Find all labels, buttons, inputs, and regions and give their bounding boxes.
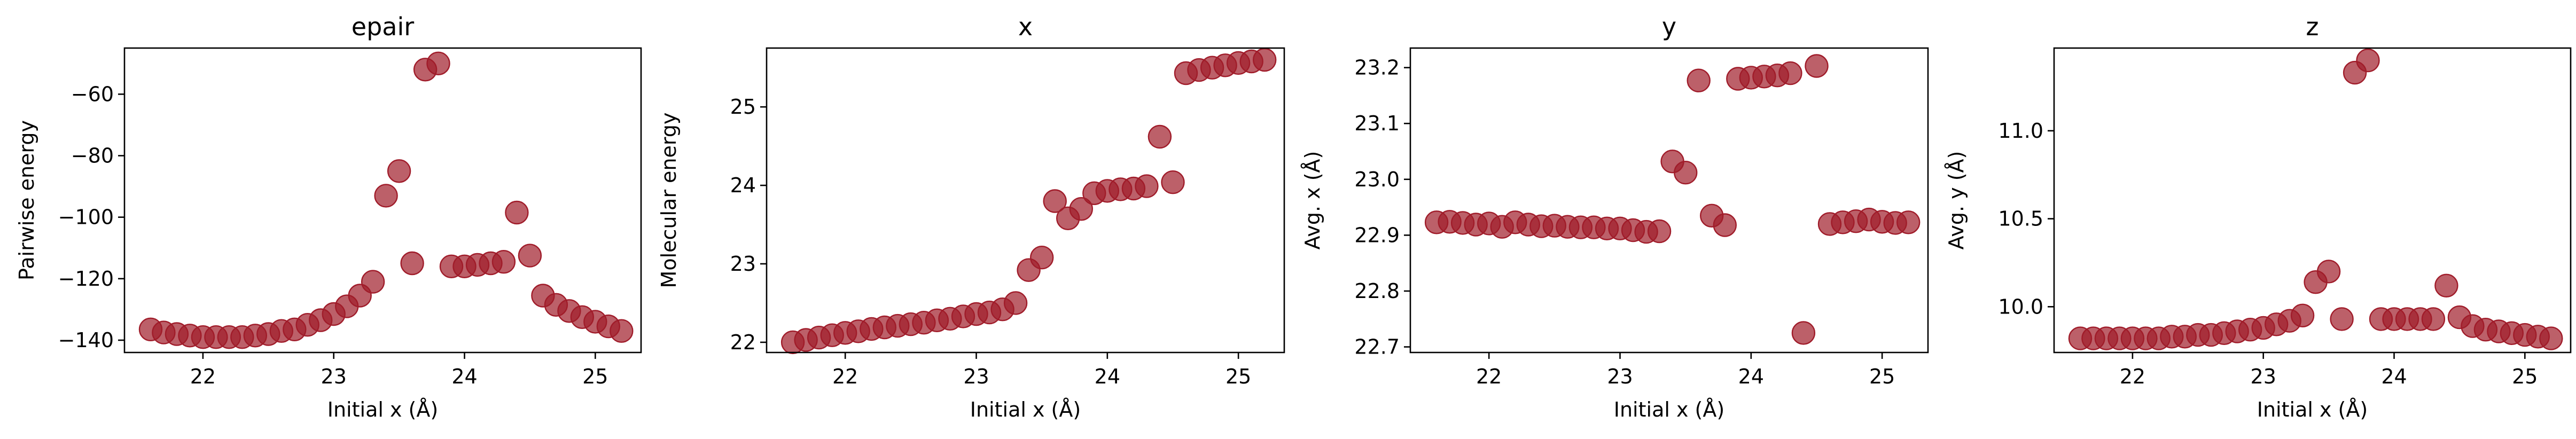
x-tick-label: 22	[2120, 365, 2145, 388]
y-tick-label: 10.5	[1998, 207, 2043, 231]
y-tick-label: 24	[730, 174, 756, 197]
y-tick-label: 23	[730, 252, 756, 276]
x-tick-label: 22	[1476, 365, 1502, 388]
data-point	[1043, 189, 1067, 213]
x-tick-label: 25	[1225, 365, 1251, 388]
x-tick-label: 25	[1869, 365, 1895, 388]
y-tick-label: 25	[730, 95, 756, 119]
y-tick-label: 22.9	[1354, 223, 1400, 247]
x-tick-label: 23	[1607, 365, 1633, 388]
x-tick-label: 23	[321, 365, 347, 388]
data-point	[2539, 326, 2563, 350]
data-point	[1896, 210, 1921, 234]
data-point	[2330, 307, 2354, 331]
data-points	[138, 51, 634, 349]
data-point	[1003, 291, 1028, 315]
y-axis-label: Molecular energy	[657, 113, 681, 288]
data-point	[1029, 246, 1054, 270]
x-tick-label: 24	[1738, 365, 1764, 388]
data-point	[1148, 124, 1172, 149]
data-point	[1791, 321, 1816, 345]
x-tick-label: 25	[2512, 365, 2538, 388]
x-tick-label: 24	[2381, 365, 2407, 388]
y-tick-label: 22.8	[1354, 279, 1400, 303]
data-point	[1161, 170, 1185, 194]
panel-3: 22 23 24 25 22.7 22.8 22.9 23.0 23.1 23.2 y Initial…	[1301, 12, 1929, 421]
data-point	[1673, 161, 1698, 185]
x-tick-label: 25	[582, 365, 608, 388]
data-point	[491, 250, 516, 274]
panel-title: epair	[352, 12, 414, 41]
x-tick-label: 22	[832, 365, 858, 388]
data-point	[400, 251, 424, 276]
y-tick-label: −80	[71, 144, 114, 168]
y-axis-label: Pairwise energy	[15, 120, 38, 280]
data-point	[2434, 273, 2458, 297]
data-point	[2290, 303, 2315, 327]
data-point	[505, 200, 529, 225]
data-point	[2421, 307, 2446, 331]
x-axis-label: Initial x (Å)	[2257, 398, 2368, 421]
data-point	[426, 51, 450, 76]
y-tick-label: 22	[730, 331, 756, 354]
data-point	[1713, 213, 1737, 237]
y-tick-label: 23.1	[1354, 112, 1400, 135]
y-tick-label: 10.0	[1998, 295, 2043, 318]
panel-2: 22 23 24 25 22 23 24 25 x Initial x (Å) Molecular …	[657, 12, 1285, 421]
panel-4: 22 23 24 25 10.0 10.5 11.0 z Initial x (Å) Avg. y…	[1945, 12, 2572, 421]
x-tick-label: 23	[963, 365, 989, 388]
data-point	[1069, 197, 1094, 221]
data-point	[1647, 219, 1672, 244]
y-axis-label: Avg. y (Å)	[1945, 151, 1968, 250]
y-tick-label: 22.7	[1354, 335, 1400, 359]
data-point	[2316, 260, 2341, 284]
y-tick-label: −60	[71, 82, 114, 106]
panel-1: 22 23 24 25 −140 −120 −100 −80 −60 epair Initial x…	[15, 12, 642, 421]
data-points	[780, 48, 1277, 355]
y-tick-label: 23.0	[1354, 168, 1400, 191]
y-axis-label: Avg. x (Å)	[1301, 151, 1324, 250]
data-point	[1252, 48, 1277, 72]
data-points	[2068, 48, 2563, 350]
panel-title: y	[1662, 12, 1676, 41]
axes-frame	[123, 47, 642, 354]
data-point	[387, 159, 411, 183]
data-points	[1424, 54, 1921, 345]
data-point	[518, 244, 542, 268]
x-axis-label: Initial x (Å)	[970, 398, 1081, 421]
y-tick-label: −120	[58, 267, 114, 291]
x-tick-label: 23	[2251, 365, 2276, 388]
axes-frame	[2053, 47, 2572, 354]
y-tick-label: −140	[58, 328, 114, 352]
axes-frame	[766, 47, 1285, 354]
data-point	[361, 270, 385, 294]
x-tick-label: 24	[451, 365, 477, 388]
data-point	[1778, 61, 1802, 85]
panel-title: z	[2306, 12, 2319, 41]
y-tick-label: 23.2	[1354, 56, 1400, 80]
y-tick-label: 11.0	[1998, 119, 2043, 143]
x-tick-label: 22	[190, 365, 216, 388]
data-point	[1135, 174, 1159, 198]
data-point	[1687, 68, 1711, 92]
data-point	[610, 319, 634, 343]
axes-frame	[1409, 47, 1929, 354]
x-tick-label: 24	[1095, 365, 1120, 388]
panel-title: x	[1018, 12, 1033, 41]
y-tick-label: −100	[58, 206, 114, 229]
data-point	[374, 184, 398, 208]
data-point	[2356, 48, 2380, 73]
x-axis-label: Initial x (Å)	[1614, 398, 1724, 421]
x-axis-label: Initial x (Å)	[327, 398, 438, 421]
data-point	[1805, 54, 1829, 78]
